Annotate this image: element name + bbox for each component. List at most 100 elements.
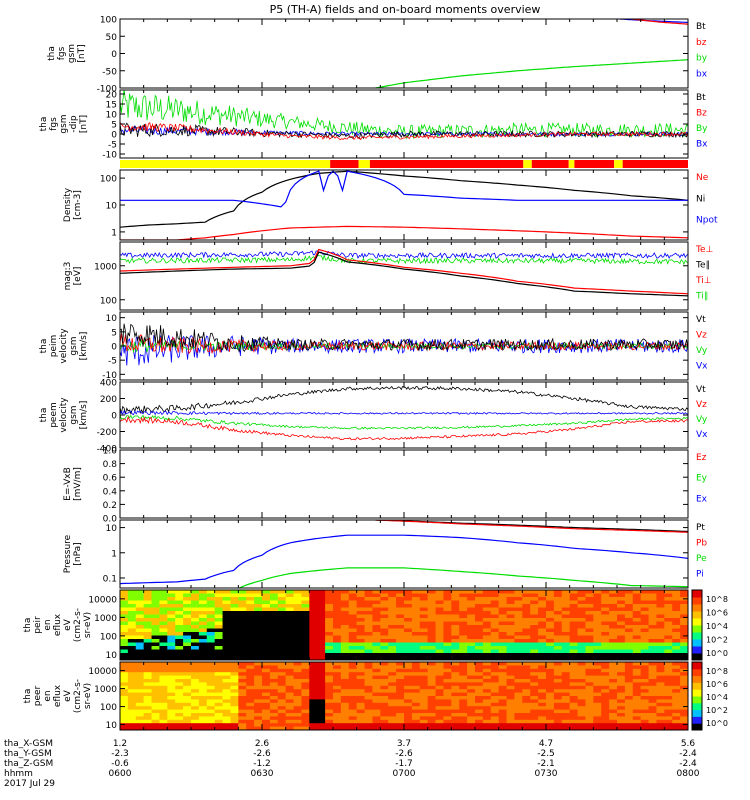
spectrogram-cell bbox=[640, 702, 650, 707]
spectrogram-cell bbox=[648, 604, 658, 609]
spectrogram-cell bbox=[167, 604, 176, 609]
spectrogram-cell bbox=[238, 653, 247, 658]
spectrogram-cell bbox=[404, 618, 413, 623]
colorbar-step bbox=[692, 671, 702, 674]
spectrogram-cell bbox=[514, 726, 523, 730]
spectrogram-cell bbox=[427, 672, 437, 677]
orbit-row-label: tha_Z-GSM bbox=[4, 759, 53, 769]
spectrogram-cell bbox=[238, 685, 247, 690]
spectrogram-cell bbox=[380, 702, 389, 707]
spectrogram-cell bbox=[246, 675, 255, 680]
spectrogram-cell bbox=[269, 653, 279, 658]
spectrogram-cell bbox=[404, 726, 413, 730]
series-line-Vz bbox=[120, 415, 688, 441]
spectrogram-cell bbox=[364, 709, 374, 714]
spectrogram-cell bbox=[538, 628, 547, 633]
spectrogram-cell bbox=[553, 625, 563, 630]
spectrogram-cell bbox=[159, 692, 168, 697]
spectrogram-cell bbox=[561, 716, 571, 721]
spectrogram-cell bbox=[388, 702, 397, 707]
spectrogram-cell bbox=[443, 607, 452, 612]
spectrogram-cell bbox=[585, 611, 594, 616]
spectrogram-cell bbox=[656, 614, 665, 619]
spectrogram-cell bbox=[435, 597, 445, 602]
spectrogram-cell bbox=[530, 665, 539, 670]
spectrogram-cell bbox=[127, 665, 137, 670]
spectrogram-cell bbox=[348, 597, 358, 602]
spectrogram-cell bbox=[301, 604, 310, 609]
spectrogram-cell bbox=[404, 675, 413, 680]
spectrogram-cell bbox=[522, 679, 531, 683]
spectrogram-cell bbox=[120, 702, 129, 707]
spectrogram-cell bbox=[127, 642, 137, 647]
spectrogram-cell bbox=[230, 649, 239, 654]
spectrogram-cell bbox=[348, 611, 358, 616]
spectrogram-cell bbox=[601, 713, 610, 717]
y-axis-label: tha bbox=[23, 618, 33, 633]
spectrogram-cell bbox=[617, 668, 626, 673]
spectrogram-cell bbox=[672, 702, 681, 707]
spectrogram-cell bbox=[435, 702, 445, 707]
spectrogram-cell bbox=[301, 723, 310, 728]
spectrogram-cell bbox=[238, 632, 247, 637]
series-line-By bbox=[120, 90, 688, 140]
orbit-value: -2.5 bbox=[537, 749, 555, 759]
spectrogram-cell bbox=[356, 709, 366, 714]
spectrogram-cell bbox=[293, 662, 303, 666]
spectrogram-cell bbox=[348, 723, 358, 728]
spectrogram-cell bbox=[411, 696, 421, 700]
spectrogram-cell bbox=[435, 726, 445, 730]
colorbar-step bbox=[692, 673, 702, 677]
spectrogram-cell bbox=[506, 600, 516, 605]
spectrogram-cell bbox=[238, 621, 247, 626]
spectrogram-cell bbox=[459, 639, 468, 644]
spectrogram-cell bbox=[301, 618, 310, 623]
spectrogram-cell bbox=[419, 642, 429, 647]
spectrogram-cell bbox=[230, 618, 239, 623]
spectrogram-cell bbox=[175, 642, 184, 647]
spectrogram-cell bbox=[632, 713, 642, 717]
spectrogram-cell bbox=[648, 649, 658, 654]
spectrogram-cell bbox=[585, 672, 594, 677]
spectrogram-cell bbox=[585, 692, 594, 697]
spectrogram-cell bbox=[159, 653, 168, 658]
spectrogram-cell bbox=[388, 706, 397, 711]
spectrogram-cell bbox=[546, 593, 555, 598]
spectrogram-cell bbox=[285, 649, 295, 654]
spectrogram-cell bbox=[561, 628, 571, 633]
spectrogram-cell bbox=[198, 665, 208, 670]
spectrogram-cell bbox=[411, 723, 421, 728]
orbit-row-label: hhmm bbox=[4, 769, 33, 779]
spectrogram-cell bbox=[214, 702, 224, 707]
spectrogram-cell bbox=[577, 682, 587, 687]
spectrogram-cell bbox=[159, 713, 168, 717]
spectrogram-cell bbox=[364, 665, 374, 670]
spectrogram-cell bbox=[143, 726, 153, 730]
spectrogram-cell bbox=[159, 719, 168, 724]
spectrogram-cell bbox=[333, 723, 342, 728]
spectrogram-cell bbox=[135, 709, 145, 714]
spectrogram-cell bbox=[230, 653, 239, 658]
spectrogram-cell bbox=[411, 628, 421, 633]
y-axis-label: gsm bbox=[67, 44, 77, 63]
colorbar-step bbox=[692, 682, 702, 686]
spectrogram-cell bbox=[435, 639, 445, 644]
series-line-Ne bbox=[120, 225, 688, 240]
spectrogram-cell bbox=[640, 597, 650, 602]
spectrogram-cell bbox=[443, 600, 452, 605]
spectrogram-cell bbox=[514, 719, 523, 724]
spectrogram-cell bbox=[301, 600, 310, 605]
spectrogram-cell bbox=[459, 590, 468, 595]
spectrogram-cell bbox=[151, 726, 161, 730]
spectrogram-cell bbox=[664, 685, 673, 690]
spectrogram-cell bbox=[617, 618, 626, 623]
spectrogram-cell bbox=[183, 639, 192, 644]
spectrogram-cell bbox=[167, 590, 176, 595]
spectrogram-cell bbox=[372, 621, 381, 626]
spectrogram-cell bbox=[656, 639, 665, 644]
colorbar-step bbox=[692, 636, 702, 640]
spectrogram-cell bbox=[624, 593, 634, 598]
spectrogram-cell bbox=[230, 635, 239, 640]
spectrogram-cell bbox=[530, 611, 539, 616]
spectrogram-cell bbox=[451, 696, 460, 700]
